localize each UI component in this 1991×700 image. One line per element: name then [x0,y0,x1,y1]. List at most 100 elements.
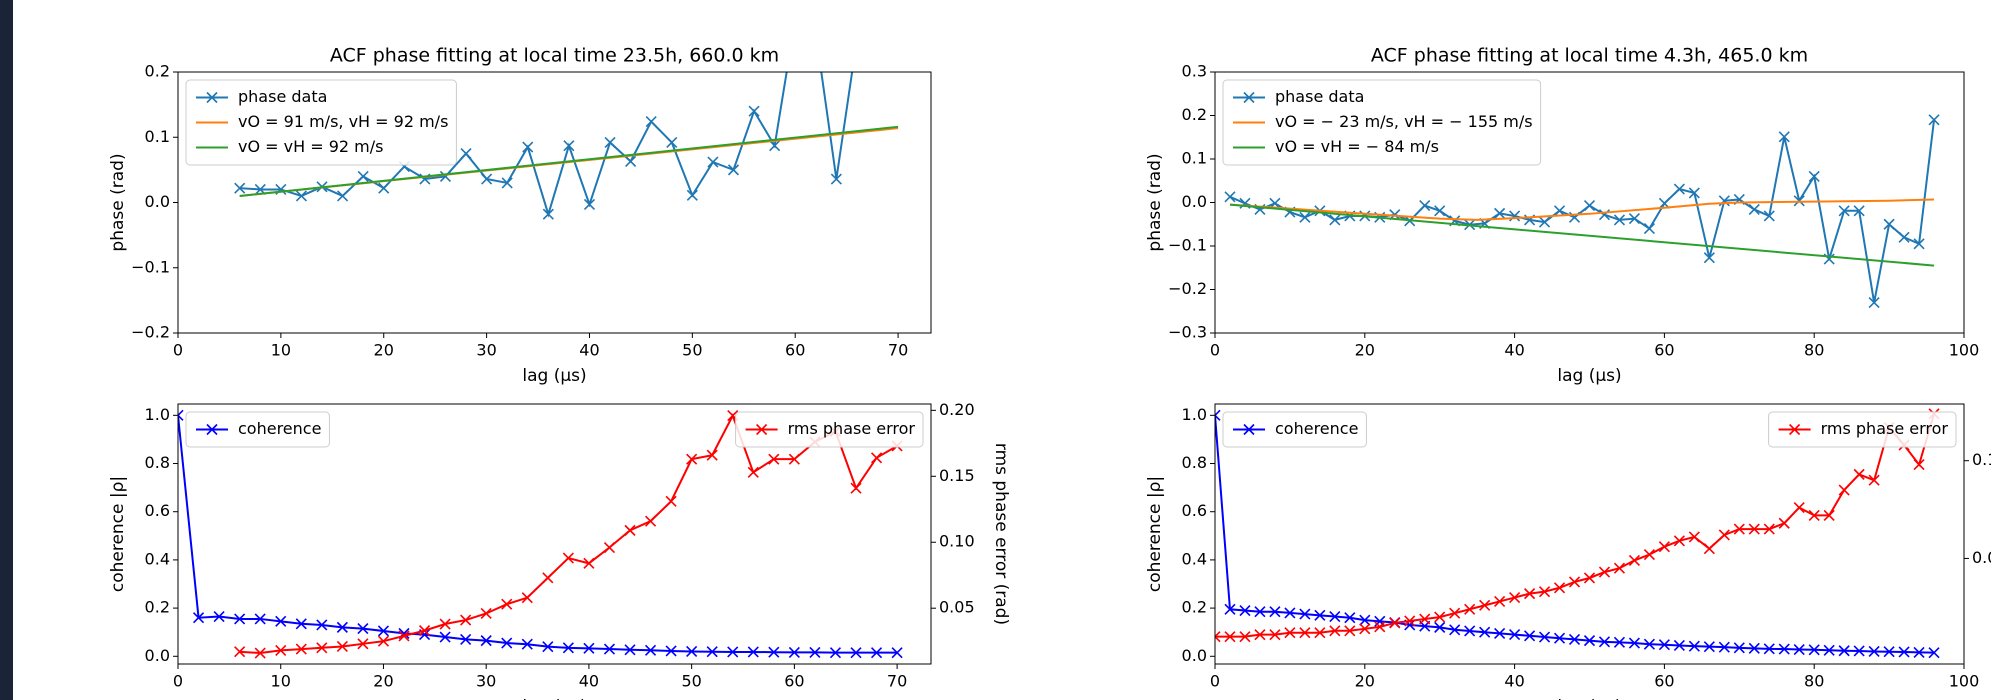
y-tick-label: 0.0 [145,192,170,211]
y-axis-label: phase (rad) [1145,153,1165,251]
y-tick-label: 0.1 [145,127,170,146]
point-marker [1224,631,1236,643]
point-marker [1793,502,1805,514]
legend-marker [1243,91,1255,104]
point-marker [1215,631,1221,643]
series-line [1229,203,1935,267]
y-tick-label: 0.0 [1182,646,1207,665]
point-marker [1823,644,1835,656]
point-marker [873,2,883,12]
point-marker [1703,543,1715,555]
x-tick-label: 50 [681,672,701,691]
point-marker [1494,627,1506,639]
point-marker [1583,199,1596,212]
point-marker [1703,252,1715,264]
point-marker [336,640,348,653]
point-marker [1404,615,1416,627]
point-marker [1359,623,1371,635]
point-marker [1673,535,1685,547]
legend-marker [1243,423,1255,436]
x-tick-label: 100 [1949,672,1980,691]
point-marker [790,15,800,25]
point-marker [1299,211,1311,223]
x-tick-label: 10 [271,341,291,360]
point-marker [1329,214,1341,226]
point-marker [706,646,718,658]
point-marker [377,635,390,647]
point-marker [481,173,493,185]
point-marker [378,182,390,194]
point-marker [480,607,492,620]
point-marker [254,647,266,659]
point-marker [583,642,595,654]
legend-marker [1789,423,1801,436]
point-marker [1538,631,1551,643]
point-marker [769,140,781,152]
y-tick-label: 0.3 [1182,62,1207,81]
point-marker [850,647,862,659]
point-marker [501,598,513,610]
point-marker [1898,646,1910,658]
legend-marker [206,423,218,436]
point-marker [1613,214,1626,226]
legend-marker [756,423,768,436]
point-marker [1269,606,1281,618]
y2-axis-label: rms phase error (rad) [991,443,1011,625]
point-marker [521,638,533,650]
y-tick-label: 0.2 [1182,105,1207,124]
point-marker [1344,625,1356,637]
legend-box [735,411,924,448]
point-marker [727,164,740,176]
y-tick-label: −0.2 [1168,279,1207,298]
point-marker [1359,614,1371,626]
x-axis-label: lag (μs) [1557,697,1621,700]
x-tick-label: 80 [1804,341,1824,360]
point-marker [1778,517,1790,529]
x-tick-label: 30 [476,672,496,691]
series-line [1229,119,1936,303]
point-marker [1928,114,1940,126]
point-marker [336,621,348,633]
plot-area [234,2,899,220]
y-tick-label: 0.8 [1182,453,1207,472]
point-marker [1823,509,1835,521]
legend-marker [206,91,218,104]
point-marker [460,614,472,626]
legend-label: vO = − 23 m/s, vH = − 155 m/s [1275,112,1533,131]
y-tick-label: 0.8 [145,453,170,472]
point-marker [603,643,616,655]
x-tick-label: 40 [1504,341,1524,360]
axes-frame [1214,71,1965,334]
point-marker [1733,642,1745,654]
point-marker [275,615,287,627]
point-marker [1224,191,1236,203]
point-marker [460,633,472,645]
point-marker [1793,643,1805,656]
x-axis-label: lag (μs) [522,366,586,386]
point-marker [542,641,554,653]
point-marker [357,638,369,650]
series-line [1229,198,1935,221]
point-marker [1763,643,1775,655]
point-marker [1643,638,1655,650]
point-marker [1254,629,1266,641]
point-marker [1628,637,1641,649]
y-tick-label: 0.6 [1182,501,1207,520]
y2-tick-label: 0.05 [939,598,975,617]
point-marker [480,635,492,647]
point-marker [1688,187,1700,199]
point-marker [707,156,719,168]
point-marker [439,631,451,643]
point-marker [398,630,410,642]
point-marker [295,618,307,630]
legend-label: phase data [238,87,327,106]
x-tick-label: 60 [784,672,804,691]
point-marker [788,453,800,465]
y-tick-label: 0.4 [145,549,170,568]
point-marker [1314,609,1326,621]
point-marker [1883,646,1895,658]
point-marker [1688,640,1700,652]
point-marker [1643,548,1655,561]
